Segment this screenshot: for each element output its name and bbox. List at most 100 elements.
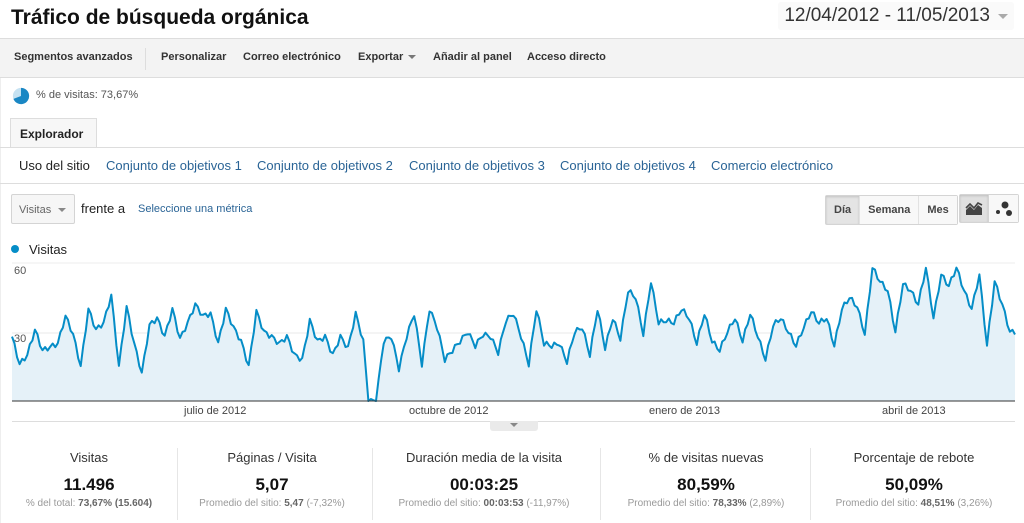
metric-card[interactable]: Porcentaje de rebote 50,09% Promedio del s…: [814, 448, 1014, 520]
y-tick-30: 30: [14, 333, 27, 345]
x-axis-label: julio de 2012: [184, 405, 247, 417]
subnav-tab-0[interactable]: Uso del sitio: [19, 158, 90, 173]
comparison-value: 78,33%: [712, 498, 747, 509]
date-range-picker[interactable]: 12/04/2012 - 11/05/2013: [778, 2, 1014, 30]
metric-comparison: Promedio del sitio: 78,33% (2,89%): [606, 498, 806, 509]
x-axis-label: abril de 2013: [882, 405, 946, 417]
page-title: Tráfico de búsqueda orgánica: [11, 6, 309, 29]
comparison-suffix: (3,26%): [954, 498, 993, 509]
x-axis-label: octubre de 2012: [409, 405, 489, 417]
toolbar-correo-electrónico-button[interactable]: Correo electrónico: [243, 51, 341, 63]
comparison-value: 00:03:53: [483, 498, 524, 509]
chevron-down-icon: [998, 14, 1008, 19]
visits-area-chart[interactable]: [0, 255, 1024, 425]
motion-chart-icon: [995, 201, 1012, 216]
subnav-tab-4[interactable]: Conjunto de objetivos 4: [560, 158, 696, 173]
left-border: [0, 78, 1, 523]
chart-legend: Visitas: [11, 242, 67, 257]
subnav-tab-2[interactable]: Conjunto de objetivos 2: [257, 158, 393, 173]
metric-card[interactable]: % de visitas nuevas 80,59% Promedio del si…: [606, 448, 806, 520]
toolbar-item-label: Correo electrónico: [243, 51, 341, 63]
toolbar-añadir-al-panel-button[interactable]: Añadir al panel: [433, 51, 512, 63]
report-toolbar: Segmentos avanzados Personalizar Correo el…: [0, 38, 1024, 78]
tab-explorador[interactable]: Explorador: [10, 118, 97, 148]
comparison-value: 48,51%: [920, 498, 955, 509]
toolbar-exportar-button[interactable]: Exportar: [358, 51, 417, 63]
collapse-chart-handle[interactable]: [490, 421, 538, 431]
subnav-tab-1[interactable]: Conjunto de objetivos 1: [106, 158, 242, 173]
comparison-value: 5,47: [284, 498, 304, 509]
toolbar-item-label: Segmentos avanzados: [14, 51, 133, 63]
period-month-button[interactable]: Mes: [919, 196, 957, 224]
y-tick-60: 60: [14, 265, 27, 277]
tab-divider: [0, 147, 1024, 148]
comparison-suffix: (-11,97%): [523, 498, 570, 509]
metric-divider: [177, 448, 178, 520]
metric-group-nav: Uso del sitio Conjunto de objetivos 1 Conj…: [0, 148, 1024, 184]
comparison-suffix: (2,89%): [746, 498, 785, 509]
metric-name: Porcentaje de rebote: [853, 450, 975, 465]
metric-name: Páginas / Visita: [227, 450, 317, 465]
chevron-down-icon: [408, 55, 417, 60]
chevron-down-icon: [510, 423, 518, 427]
visits-line: [11, 266, 1016, 402]
metric-divider: [810, 448, 811, 520]
metric-comparison: % del total: 73,67% (15.604): [0, 498, 189, 509]
comparison-prefix: Promedio del sitio:: [835, 498, 921, 509]
metrics-scorecard: Visitas 11.496 % del total: 73,67% (15.604…: [0, 440, 1024, 523]
toolbar-item-label: Acceso directo: [527, 51, 606, 63]
segment-label: % de visitas: 73,67%: [36, 89, 139, 101]
metric-divider: [600, 448, 601, 520]
metric-value: 5,07: [255, 475, 289, 494]
select-metric-link[interactable]: Seleccione una métrica: [138, 203, 253, 215]
date-range-label: 12/04/2012 - 11/05/2013: [784, 5, 990, 26]
metric-card[interactable]: Visitas 11.496 % del total: 73,67% (15.604…: [0, 448, 189, 520]
period-selector: Día Semana Mes: [825, 195, 958, 225]
subnav-tab-3[interactable]: Conjunto de objetivos 3: [409, 158, 545, 173]
line-chart-button[interactable]: [960, 195, 989, 222]
toolbar-divider: [145, 48, 146, 70]
chevron-down-icon: [58, 208, 66, 212]
period-day-button[interactable]: Día: [826, 196, 861, 224]
metric-comparison: Promedio del sitio: 5,47 (-7,32%): [172, 498, 372, 509]
versus-label: frente a: [81, 201, 126, 216]
toolbar-item-label: Personalizar: [161, 51, 227, 63]
metric-card[interactable]: Páginas / Visita 5,07 Promedio del sitio: …: [172, 448, 372, 520]
legend-label: Visitas: [29, 242, 68, 257]
metric-comparison: Promedio del sitio: 00:03:53 (-11,97%): [384, 498, 584, 509]
tab-label: Explorador: [20, 127, 84, 141]
toolbar-item-label: Exportar: [358, 51, 404, 63]
x-axis-label: enero de 2013: [649, 405, 720, 417]
chart-type-selector: [959, 194, 1019, 223]
metric-name: % de visitas nuevas: [648, 450, 764, 465]
metric-divider: [372, 448, 373, 520]
metric-select-value: Visitas: [19, 204, 52, 216]
period-week-button[interactable]: Semana: [860, 196, 920, 224]
line-chart-icon: [965, 201, 983, 215]
comparison-prefix: Promedio del sitio:: [199, 498, 285, 509]
comparison-prefix: Promedio del sitio:: [398, 498, 484, 509]
metric-card[interactable]: Duración media de la visita 00:03:25 Prome…: [384, 448, 584, 520]
comparison-prefix: % del total:: [25, 498, 79, 509]
toolbar-item-label: Añadir al panel: [433, 51, 512, 63]
metric-name: Duración media de la visita: [405, 450, 563, 465]
subnav-tab-5[interactable]: Comercio electrónico: [711, 158, 834, 173]
toolbar-personalizar-button[interactable]: Personalizar: [161, 51, 226, 63]
comparison-suffix: (-7,32%): [303, 498, 345, 509]
primary-metric-select[interactable]: Visitas: [11, 194, 75, 224]
metric-value: 00:03:25: [449, 475, 519, 494]
series-color-dot: [11, 245, 19, 253]
metric-value: 50,09%: [885, 475, 943, 494]
comparison-prefix: Promedio del sitio:: [627, 498, 713, 509]
title-row: Tráfico de búsqueda orgánica 12/04/2012 …: [0, 0, 1024, 38]
metric-value: 80,59%: [677, 475, 735, 494]
comparison-value: 73,67% (15.604): [78, 498, 153, 509]
metric-value: 11.496: [63, 475, 115, 494]
toolbar-acceso-directo-button[interactable]: Acceso directo: [527, 51, 606, 63]
metric-comparison: Promedio del sitio: 48,51% (3,26%): [814, 498, 1014, 509]
pie-chart-icon: [12, 87, 30, 105]
metric-name: Visitas: [69, 450, 109, 465]
visits-area-fill: [12, 267, 1015, 401]
toolbar-segmentos-avanzados-button[interactable]: Segmentos avanzados: [14, 51, 133, 63]
motion-chart-button[interactable]: [989, 195, 1018, 222]
